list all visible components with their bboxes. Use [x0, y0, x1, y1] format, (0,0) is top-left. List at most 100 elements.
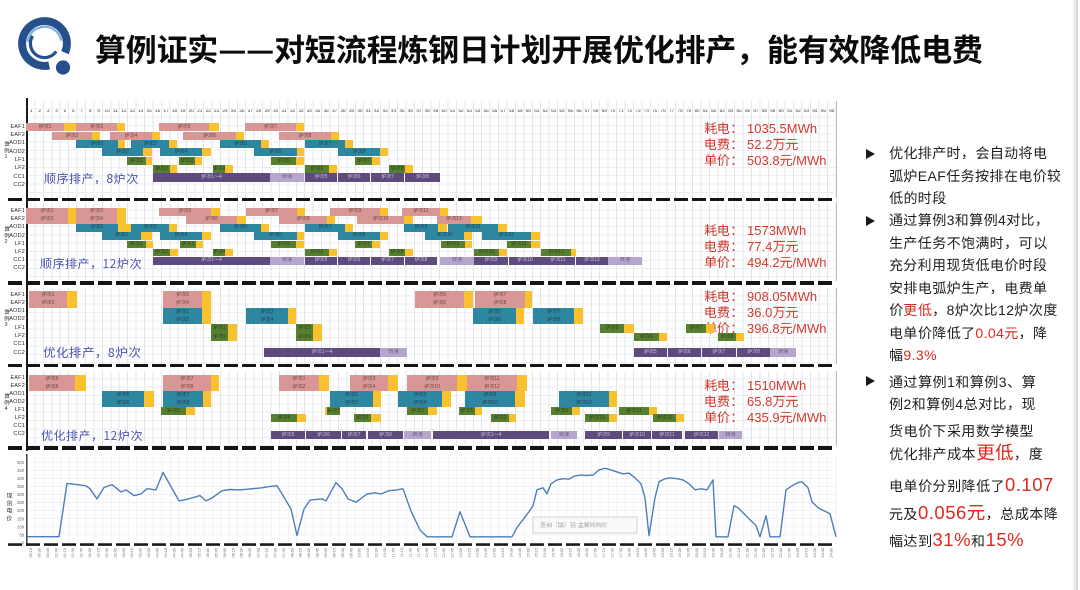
svg-text:05:30: 05:30: [206, 548, 210, 558]
svg-text:300: 300: [17, 492, 25, 497]
svg-text:200: 200: [17, 508, 25, 513]
svg-text:21:15: 21:15: [737, 548, 741, 558]
svg-text:12:15: 12:15: [434, 548, 438, 558]
svg-text:20:45: 20:45: [720, 548, 724, 558]
svg-text:13:30: 13:30: [476, 548, 480, 558]
svg-text:10:30: 10:30: [375, 548, 379, 558]
svg-text:150: 150: [17, 516, 25, 521]
svg-text:10:15: 10:15: [366, 548, 370, 558]
svg-text:20:00: 20:00: [695, 548, 699, 558]
svg-text:07:45: 07:45: [282, 548, 286, 558]
svg-text:11:30: 11:30: [408, 548, 412, 557]
svg-text:21:30: 21:30: [745, 548, 749, 558]
svg-text:21:00: 21:00: [729, 548, 733, 558]
svg-text:17:45: 17:45: [619, 548, 623, 558]
svg-text:03:30: 03:30: [139, 548, 143, 558]
svg-text:23:15: 23:15: [804, 548, 808, 558]
svg-text:16:15: 16:15: [568, 548, 572, 558]
svg-text:15:15: 15:15: [535, 548, 539, 558]
svg-text:01:15: 01:15: [63, 548, 67, 558]
svg-text:02:30: 02:30: [105, 548, 109, 558]
svg-text:04:30: 04:30: [172, 548, 176, 558]
svg-text:00:30: 00:30: [38, 548, 42, 558]
svg-text:14:45: 14:45: [518, 548, 522, 558]
svg-text:09:30: 09:30: [341, 548, 345, 558]
svg-text:09:15: 09:15: [332, 548, 336, 558]
svg-text:02:15: 02:15: [97, 548, 101, 558]
svg-text:07:00: 07:00: [257, 548, 261, 558]
svg-text:03:15: 03:15: [130, 548, 134, 558]
svg-text:19:15: 19:15: [670, 548, 674, 558]
svg-text:01:30: 01:30: [71, 548, 75, 558]
svg-text:06:45: 06:45: [248, 548, 252, 558]
svg-text:06:00: 06:00: [223, 548, 227, 558]
svg-text:450: 450: [17, 468, 25, 473]
svg-text:08:00: 08:00: [290, 548, 294, 558]
svg-text:20:30: 20:30: [712, 548, 716, 558]
svg-text:10:45: 10:45: [383, 548, 387, 558]
svg-text:23:30: 23:30: [813, 548, 817, 558]
svg-text:50: 50: [19, 532, 24, 537]
svg-text:04:00: 04:00: [156, 548, 160, 558]
svg-text:19:45: 19:45: [686, 548, 690, 558]
svg-text:16:00: 16:00: [560, 548, 564, 558]
svg-text:17:15: 17:15: [602, 548, 606, 558]
svg-text:04:15: 04:15: [164, 548, 168, 558]
svg-text:11:45: 11:45: [417, 548, 421, 557]
svg-text:17:30: 17:30: [611, 548, 615, 558]
svg-text:05:00: 05:00: [189, 548, 193, 558]
svg-text:22:15: 22:15: [771, 548, 775, 558]
svg-text:03:00: 03:00: [122, 548, 126, 558]
svg-text:15:00: 15:00: [526, 548, 530, 558]
svg-text:22:45: 22:45: [788, 548, 792, 558]
svg-text:21:45: 21:45: [754, 548, 758, 558]
svg-text:02:00: 02:00: [88, 548, 92, 558]
svg-text:24:00: 24:00: [830, 548, 834, 558]
svg-text:09:45: 09:45: [349, 548, 353, 558]
svg-text:07:30: 07:30: [273, 548, 277, 558]
svg-text:00:15: 00:15: [29, 548, 33, 558]
svg-text:09:00: 09:00: [324, 548, 328, 558]
svg-text:15:30: 15:30: [543, 548, 547, 558]
svg-text:16:45: 16:45: [585, 548, 589, 558]
svg-text:17:00: 17:00: [594, 548, 598, 558]
svg-text:06:30: 06:30: [240, 548, 244, 558]
svg-text:22:00: 22:00: [762, 548, 766, 558]
svg-text:05:15: 05:15: [198, 548, 202, 558]
svg-text:23:00: 23:00: [796, 548, 800, 558]
svg-text:22:30: 22:30: [779, 548, 783, 558]
svg-text:07:15: 07:15: [265, 548, 269, 558]
svg-text:20:15: 20:15: [703, 548, 707, 558]
svg-text:19:00: 19:00: [661, 548, 665, 558]
svg-text:18:15: 18:15: [636, 548, 640, 558]
svg-text:13:15: 13:15: [467, 548, 471, 558]
svg-text:400: 400: [17, 476, 25, 481]
svg-text:12:00: 12:00: [425, 548, 429, 558]
svg-text:16:30: 16:30: [577, 548, 581, 558]
svg-text:13:45: 13:45: [484, 548, 488, 558]
svg-text:现货电价: 现货电价: [5, 492, 12, 522]
svg-text:08:30: 08:30: [307, 548, 311, 558]
svg-text:23:45: 23:45: [821, 548, 825, 558]
svg-text:15:45: 15:45: [552, 548, 556, 558]
svg-text:18:30: 18:30: [644, 548, 648, 558]
svg-text:01:00: 01:00: [54, 548, 58, 558]
svg-text:11:00: 11:00: [391, 548, 395, 557]
svg-text:18:45: 18:45: [653, 548, 657, 558]
svg-text:10:00: 10:00: [358, 548, 362, 558]
svg-text:12:30: 12:30: [442, 548, 446, 558]
svg-text:0: 0: [22, 541, 25, 546]
svg-text:02:45: 02:45: [113, 548, 117, 558]
svg-text:100: 100: [17, 524, 25, 529]
svg-text:12:45: 12:45: [450, 548, 454, 558]
svg-text:00:45: 00:45: [46, 548, 50, 558]
svg-text:14:00: 14:00: [493, 548, 497, 558]
svg-text:查询（版）链 主要网购价: 查询（版）链 主要网购价: [540, 521, 608, 529]
svg-text:14:15: 14:15: [501, 548, 505, 558]
svg-text:19:30: 19:30: [678, 548, 682, 558]
svg-text:08:45: 08:45: [316, 548, 320, 558]
svg-text:08:15: 08:15: [299, 548, 303, 558]
svg-text:18:00: 18:00: [627, 548, 631, 558]
svg-text:14:30: 14:30: [509, 548, 513, 558]
svg-text:350: 350: [17, 484, 25, 489]
